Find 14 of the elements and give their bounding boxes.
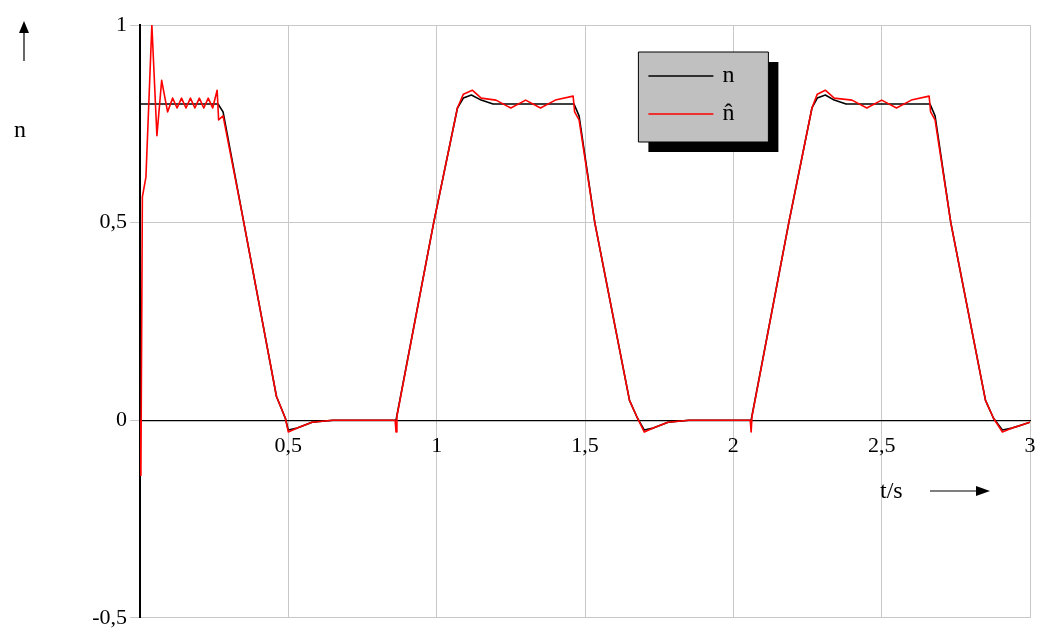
- x-tick-label: 1,5: [571, 432, 599, 458]
- x-tick-label: 3: [1024, 432, 1036, 458]
- legend-label: n: [722, 61, 735, 88]
- y-tick-label: 0,5: [99, 208, 127, 234]
- x-tick-label: 2: [727, 432, 739, 458]
- y-axis-title: n: [14, 116, 26, 142]
- x-axis-title: t/s: [880, 477, 903, 504]
- x-tick-label: 1: [431, 432, 443, 458]
- x-tick-label: 0,5: [274, 432, 303, 458]
- y-tick-label: 1: [116, 10, 127, 36]
- x-tick-label: 2,5: [867, 432, 896, 458]
- y-tick-label: 0: [116, 405, 127, 431]
- legend-label: n̂: [722, 99, 735, 126]
- y-tick-label: -0,5: [92, 603, 127, 629]
